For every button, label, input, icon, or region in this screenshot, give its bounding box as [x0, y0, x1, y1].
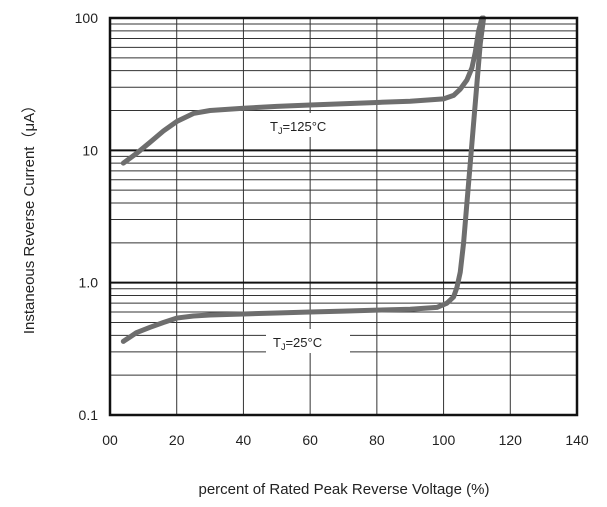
curve-label-125-rest: =125°C: [282, 119, 326, 134]
curve-label-25: TJ=25°C: [273, 335, 322, 352]
x-tick-label: 100: [432, 432, 456, 448]
curve-label-125-background: [262, 113, 354, 137]
x-tick-label: 40: [236, 432, 252, 448]
curve-label-125-subscript: J: [278, 126, 283, 136]
tick-label-layer: 00 20 40 60 80 100 120 140 0.1 1.0 10 100: [75, 10, 589, 448]
x-tick-label: 120: [499, 432, 523, 448]
x-tick-label: 80: [369, 432, 385, 448]
curve-label-25-rest: =25°C: [285, 335, 322, 350]
curve-label-25-main: T: [273, 335, 281, 350]
x-axis-title: percent of Rated Peak Reverse Voltage (%…: [199, 481, 490, 498]
series-line-tj-125c: [120, 15, 485, 166]
y-tick-label: 0.1: [79, 407, 99, 423]
series-line-tj-25c: [120, 15, 487, 344]
y-axis-title: Instaneous Reverse Current（μA）: [21, 98, 38, 334]
curve-label-layer: TJ=125°C TJ=25°C: [262, 113, 354, 353]
x-tick-label: 60: [302, 432, 318, 448]
series-layer: [120, 15, 487, 344]
curve-label-25-background: [266, 329, 350, 353]
x-tick-label: 20: [169, 432, 185, 448]
x-tick-label: 00: [102, 432, 118, 448]
x-tick-label: 140: [565, 432, 589, 448]
curve-label-125: TJ=125°C: [270, 119, 326, 136]
curve-label-125-main: T: [270, 119, 278, 134]
grid-layer: [110, 18, 577, 415]
y-tick-label: 10: [82, 142, 98, 158]
y-tick-label: 100: [75, 10, 99, 26]
y-tick-label: 1.0: [79, 275, 99, 291]
plot-frame: [108, 16, 579, 417]
curve-label-25-subscript: J: [281, 342, 286, 352]
